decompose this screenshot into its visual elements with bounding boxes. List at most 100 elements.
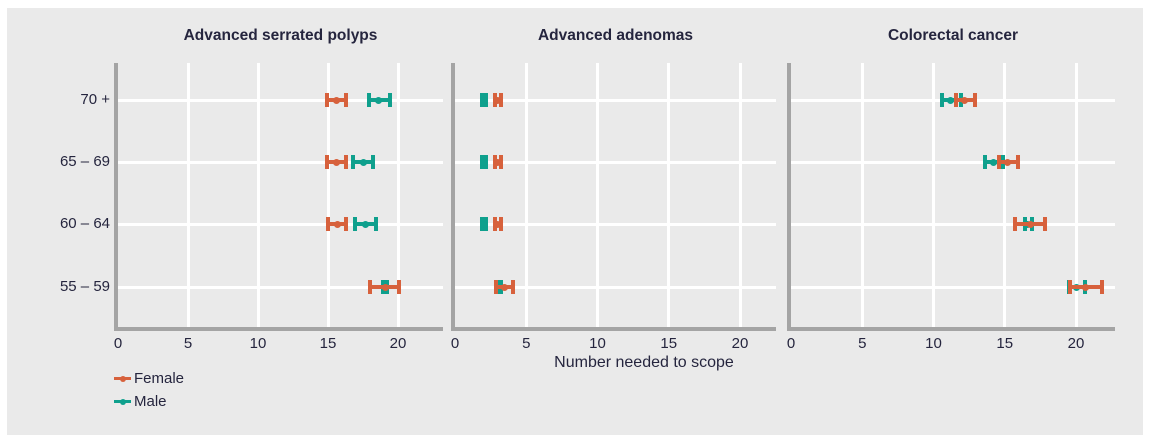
errorbar-cap-high-male — [370, 155, 375, 169]
y-axis-line — [114, 63, 118, 331]
errorbar-cap-high-female — [344, 93, 349, 107]
panel-title-advanced-adenomas: Advanced adenomas — [537, 27, 694, 44]
gridline-vertical — [524, 63, 528, 327]
errorbar-cap-low-male — [940, 93, 945, 107]
errorbar-cap-low-female — [997, 155, 1002, 169]
x-tick-label: 15 — [996, 335, 1014, 352]
errorbar-cap-low-female — [324, 93, 329, 107]
gridline-vertical — [738, 63, 742, 327]
female-dot-icon — [119, 375, 126, 382]
errorbar-cap-low-female — [1068, 280, 1073, 294]
y-tick-label-60-64: 60 – 64 — [59, 215, 110, 232]
male-dot-icon — [119, 398, 126, 405]
gridline-horizontal — [455, 222, 776, 226]
gridline-horizontal — [455, 160, 776, 164]
point-male — [362, 220, 370, 228]
x-tick-label: 0 — [450, 335, 460, 352]
y-tick-label-55-59: 55 – 59 — [59, 278, 110, 295]
errorbar-cap-high-female — [1099, 280, 1104, 294]
gridline-vertical — [860, 63, 864, 327]
legend-label-male: Male — [134, 393, 167, 410]
point-female — [381, 283, 389, 291]
gridline-horizontal — [455, 98, 776, 102]
errorbar-cap-low-male — [982, 155, 987, 169]
errorbar-cap-low-female — [954, 93, 959, 107]
gridline-vertical — [256, 63, 260, 327]
errorbar-cap-low-female — [324, 155, 329, 169]
errorbar-cap-low-female — [1012, 217, 1017, 231]
x-axis-line — [114, 327, 443, 331]
gridline-vertical — [596, 63, 599, 327]
point-female — [332, 96, 340, 104]
legend-item-male: Male — [114, 390, 184, 413]
point-female — [501, 283, 509, 291]
gridline-vertical — [186, 63, 190, 327]
x-tick-label: 20 — [1067, 335, 1085, 352]
gridline-vertical — [1003, 63, 1007, 327]
gridline-vertical — [932, 63, 935, 327]
gridline-vertical — [1074, 63, 1078, 327]
errorbar-cap-low-male — [351, 155, 356, 169]
panel-title-advanced-serrated-polyps: Advanced serrated polyps — [183, 27, 378, 44]
point-male — [480, 158, 487, 166]
legend: Female Male — [114, 367, 184, 413]
x-tick-label: 15 — [660, 335, 678, 352]
gridline-horizontal — [455, 285, 776, 289]
gridline-horizontal — [118, 160, 443, 164]
errorbar-cap-high-female — [511, 280, 516, 294]
x-tick-label: 10 — [925, 335, 942, 352]
point-male — [947, 96, 955, 104]
errorbar-cap-low-male — [352, 217, 357, 231]
gridline-horizontal — [118, 222, 443, 226]
point-female — [334, 220, 342, 228]
gridline-horizontal — [118, 285, 443, 289]
gridline-horizontal — [791, 285, 1115, 289]
point-female — [1026, 220, 1034, 228]
errorbar-cap-high-male — [373, 217, 378, 231]
errorbar-cap-low-male — [366, 93, 371, 107]
errorbar-cap-high-male — [387, 93, 392, 107]
point-male — [480, 220, 487, 228]
point-male — [989, 158, 997, 166]
point-female — [494, 220, 502, 228]
point-female — [1004, 158, 1012, 166]
x-tick-label: 20 — [731, 335, 749, 352]
x-tick-label: 0 — [113, 335, 123, 352]
point-female — [961, 96, 969, 104]
gridline-vertical — [396, 63, 400, 327]
x-tick-label: 5 — [858, 335, 867, 352]
panel-title-colorectal-cancer: Colorectal cancer — [887, 27, 1019, 44]
gridline-horizontal — [791, 160, 1115, 164]
gridline-vertical — [667, 63, 671, 327]
male-errorbar-marker-icon — [114, 398, 131, 405]
point-female — [494, 96, 502, 104]
x-tick-label: 15 — [319, 335, 337, 352]
x-tick-label: 20 — [389, 335, 407, 352]
errorbar-cap-low-female — [326, 217, 330, 231]
y-axis-line — [451, 63, 455, 331]
errorbar-cap-high-female — [1015, 155, 1020, 169]
errorbar-cap-high-female — [344, 217, 349, 231]
point-male — [359, 158, 367, 166]
x-tick-label: 5 — [522, 335, 531, 352]
x-tick-label: 10 — [589, 335, 606, 352]
gridline-horizontal — [118, 98, 443, 102]
x-axis-title: Number needed to scope — [554, 354, 734, 371]
point-female — [1082, 283, 1090, 291]
errorbar-cap-high-female — [972, 93, 977, 107]
errorbar-cap-high-female — [1042, 217, 1047, 231]
errorbar-cap-low-female — [494, 280, 499, 294]
errorbar-cap-low-female — [368, 280, 372, 294]
x-tick-label: 0 — [786, 335, 796, 352]
gridline-horizontal — [791, 222, 1115, 226]
gridline-vertical — [326, 63, 330, 327]
y-tick-label-70plus: 70 + — [80, 91, 110, 108]
x-axis-line — [451, 327, 776, 331]
point-male — [480, 96, 487, 104]
female-errorbar-marker-icon — [114, 375, 131, 382]
legend-item-female: Female — [114, 367, 184, 390]
x-tick-label: 5 — [183, 335, 193, 352]
point-female — [332, 158, 340, 166]
legend-label-female: Female — [134, 370, 185, 387]
point-female — [494, 158, 502, 166]
